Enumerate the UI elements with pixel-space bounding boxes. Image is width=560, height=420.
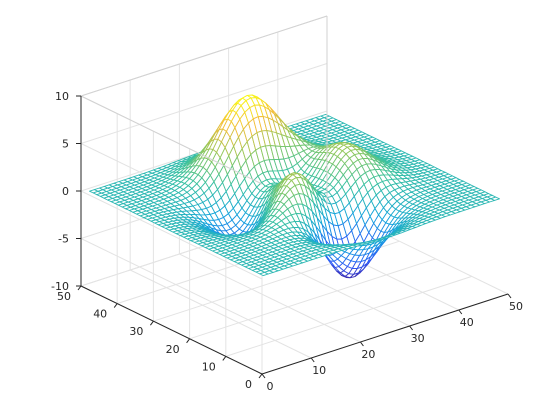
y-tick (222, 356, 227, 361)
x-tick (310, 357, 315, 363)
box-edge (80, 95, 263, 185)
x-tick (359, 341, 364, 347)
x-tick-label: 40 (460, 316, 474, 329)
z-tick-label: -5 (58, 233, 69, 246)
y-tick-label: 30 (129, 325, 143, 338)
grid-line (80, 63, 328, 144)
y-tick (258, 373, 263, 379)
x-tick-label: 0 (267, 380, 274, 393)
grid-line (129, 269, 312, 359)
z-tick-label: 0 (62, 185, 69, 198)
grid-line (80, 238, 263, 327)
x-tick (409, 325, 414, 331)
x-tick (261, 373, 266, 379)
y-tick-label: 20 (166, 343, 180, 356)
y-axis-line (80, 285, 263, 375)
axes-box (76, 15, 512, 379)
x-tick-label: 30 (411, 332, 425, 345)
y-tick (77, 285, 82, 291)
y-tick-label: 40 (93, 308, 107, 321)
x-tick-label: 50 (509, 300, 523, 313)
y-tick (186, 338, 191, 344)
grid-line (225, 275, 472, 357)
z-tick-label: 5 (62, 138, 69, 151)
x-tick-label: 10 (312, 364, 326, 377)
grid-line (179, 253, 361, 343)
x-tick (507, 293, 512, 299)
y-tick (149, 320, 154, 326)
mesh-cell (490, 196, 500, 201)
y-tick (113, 303, 118, 308)
y-tick-label: 50 (57, 290, 71, 303)
x-tick (458, 309, 463, 315)
x-axis-line (261, 293, 509, 375)
x-tick-label: 20 (361, 348, 375, 361)
grid-line (189, 258, 436, 340)
mesh-surface (89, 94, 500, 279)
z-tick-label: 10 (55, 90, 69, 103)
z-tick-label: -10 (51, 280, 69, 293)
y-tick-label: 0 (245, 378, 252, 391)
box-edge (80, 15, 328, 97)
y-tick-label: 10 (202, 360, 216, 373)
grid-line (80, 190, 263, 280)
